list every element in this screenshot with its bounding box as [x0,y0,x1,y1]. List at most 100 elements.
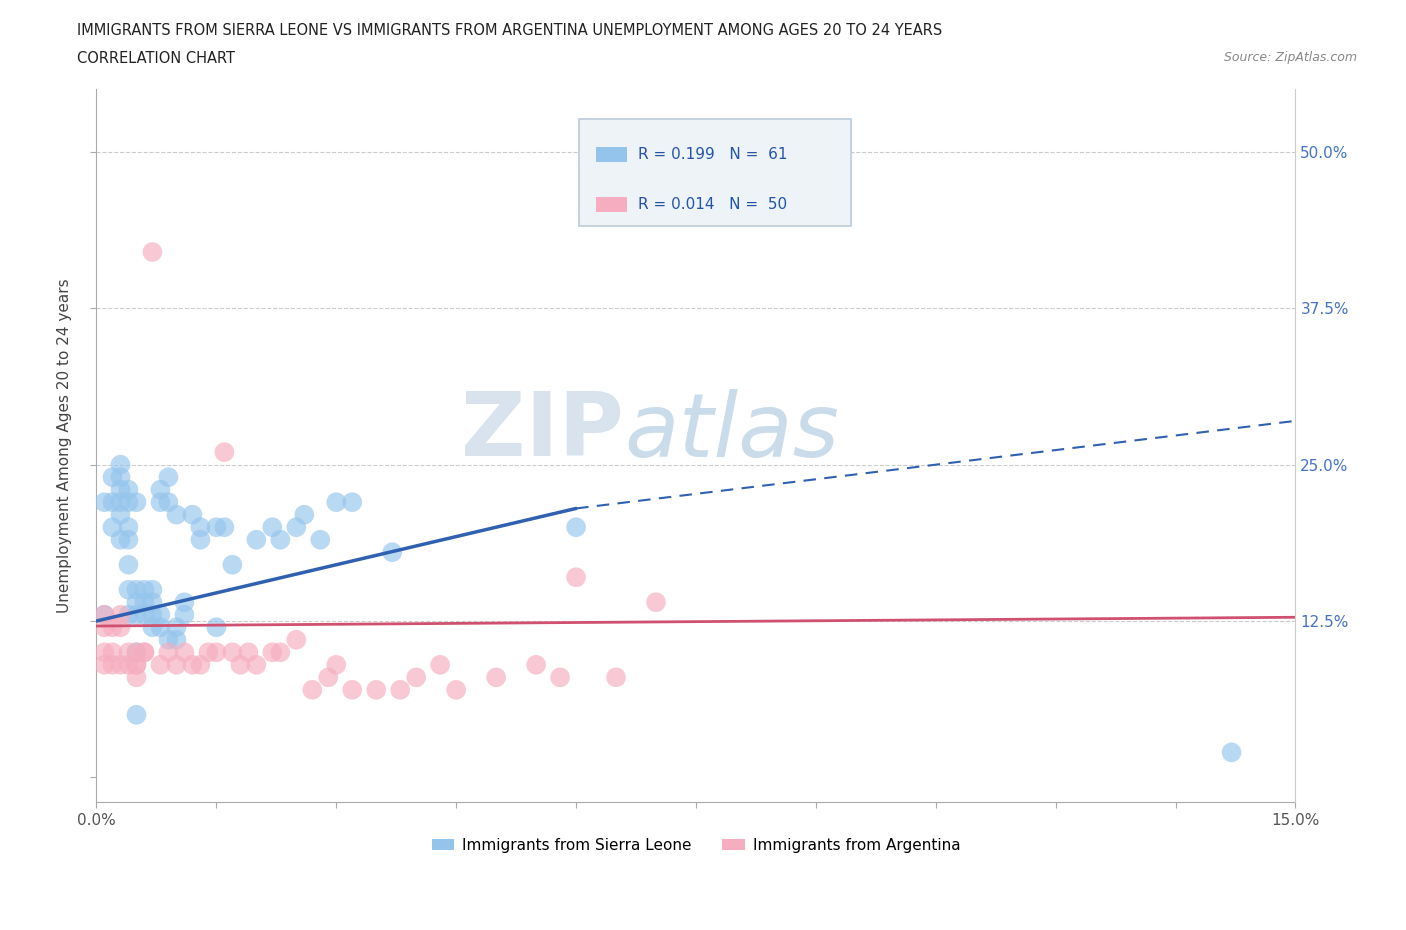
Point [524,658,547,672]
Point [165,632,187,647]
Point [117,582,139,597]
Point [149,607,172,622]
Point [565,570,588,585]
Point [262,644,284,659]
Point [141,619,163,634]
Point [110,458,132,472]
Point [342,683,364,698]
Point [181,658,204,672]
Point [110,483,132,498]
Point [405,670,427,684]
Point [117,644,139,659]
Point [190,658,212,672]
Point [110,607,132,622]
Point [325,495,347,510]
Point [117,483,139,498]
Legend: Immigrants from Sierra Leone, Immigrants from Argentina: Immigrants from Sierra Leone, Immigrants… [426,831,966,859]
Point [149,619,172,634]
Point [605,670,627,684]
Point [548,670,571,684]
Point [221,644,243,659]
Point [205,520,228,535]
Point [117,607,139,622]
Text: IMMIGRANTS FROM SIERRA LEONE VS IMMIGRANTS FROM ARGENTINA UNEMPLOYMENT AMONG AGE: IMMIGRANTS FROM SIERRA LEONE VS IMMIGRAN… [77,23,942,38]
Point [190,532,212,547]
Point [117,495,139,510]
Point [645,595,668,610]
Point [134,644,156,659]
Point [141,245,163,259]
Point [325,658,347,672]
Point [173,595,195,610]
Point [181,507,204,522]
Point [125,658,148,672]
Point [229,658,252,672]
Point [389,683,412,698]
Point [110,495,132,510]
Point [101,520,124,535]
Point [366,683,388,698]
Point [93,495,115,510]
Point [125,582,148,597]
Point [117,532,139,547]
Point [165,658,187,672]
Point [309,532,332,547]
Point [269,532,291,547]
Point [125,644,148,659]
Point [157,632,180,647]
Point [316,670,339,684]
Point [157,644,180,659]
Point [117,557,139,572]
Point [485,670,508,684]
Point [269,644,291,659]
Point [214,520,236,535]
Point [214,445,236,459]
Point [238,644,260,659]
Text: atlas: atlas [624,389,839,474]
Point [134,595,156,610]
Point [101,644,124,659]
Point [197,644,219,659]
Point [429,658,451,672]
Point [1220,745,1243,760]
Text: R = 0.014   N =  50: R = 0.014 N = 50 [638,197,787,212]
Point [165,507,187,522]
Point [117,658,139,672]
Point [149,658,172,672]
Point [125,644,148,659]
Point [93,658,115,672]
Point [125,495,148,510]
Point [157,470,180,485]
Point [101,495,124,510]
Point [141,607,163,622]
Point [101,658,124,672]
Text: ZIP: ZIP [461,388,624,475]
Text: CORRELATION CHART: CORRELATION CHART [77,51,235,66]
Text: Source: ZipAtlas.com: Source: ZipAtlas.com [1223,51,1357,64]
Point [101,470,124,485]
Point [285,520,308,535]
Point [93,607,115,622]
Point [173,607,195,622]
Point [110,507,132,522]
Point [117,520,139,535]
Point [110,470,132,485]
Point [110,532,132,547]
Point [342,495,364,510]
Point [141,582,163,597]
Point [157,495,180,510]
Point [93,644,115,659]
Point [301,683,323,698]
Point [245,532,267,547]
Point [190,520,212,535]
Point [149,495,172,510]
Y-axis label: Unemployment Among Ages 20 to 24 years: Unemployment Among Ages 20 to 24 years [58,279,72,613]
Point [262,520,284,535]
Point [134,582,156,597]
Point [134,644,156,659]
Point [125,595,148,610]
Point [101,619,124,634]
Point [565,520,588,535]
Point [110,619,132,634]
Point [141,595,163,610]
